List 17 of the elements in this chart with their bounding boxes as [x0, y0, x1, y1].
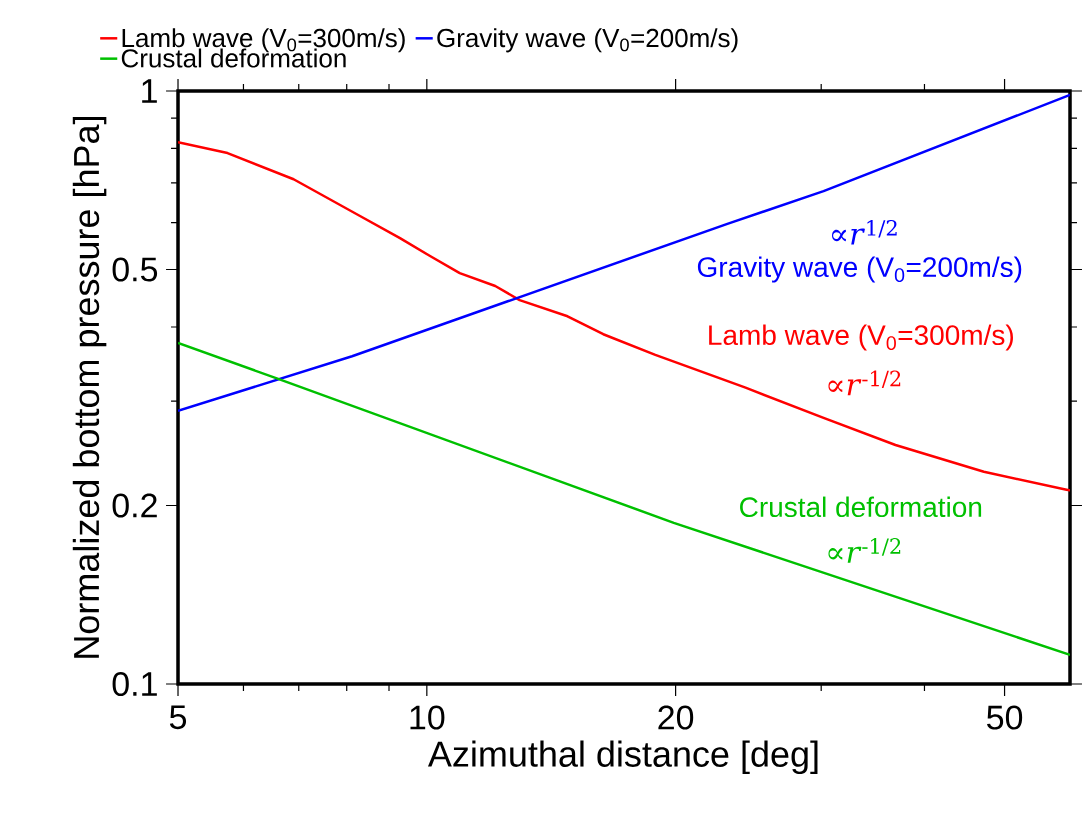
x-tick-label: 50 [987, 705, 1023, 730]
y-tick-label: 1 [142, 79, 157, 103]
y-tick-label: 0.5 [112, 257, 158, 282]
y-tick-label: 0.2 [112, 493, 157, 518]
x-tick-label: 20 [658, 705, 694, 730]
annotation: ∝r$^{-1/2}$ [828, 538, 901, 563]
y-axis-title: Normalized bottom pressure [hPa] [72, 117, 107, 658]
y-tick-label: 0.1 [112, 671, 157, 697]
annotation: Gravity wave (V$_{0}$=200m/s) [697, 256, 1022, 283]
annotation: Crustal deformation [740, 496, 982, 518]
x-axis-title: Azimuthal distance [deg] [427, 740, 818, 775]
legend-label: Gravity wave (V$_{0}$=200m/s) [437, 28, 738, 53]
annotation: ∝r$^{-1/2}$ [828, 370, 901, 396]
x-tick-label: 10 [410, 705, 445, 730]
annotation: Lamb wave (V$_{0}$=300m/s) [709, 324, 1013, 351]
annotation: ∝r$^{1/2}$ [832, 219, 897, 245]
x-tick-label: 5 [169, 705, 187, 730]
